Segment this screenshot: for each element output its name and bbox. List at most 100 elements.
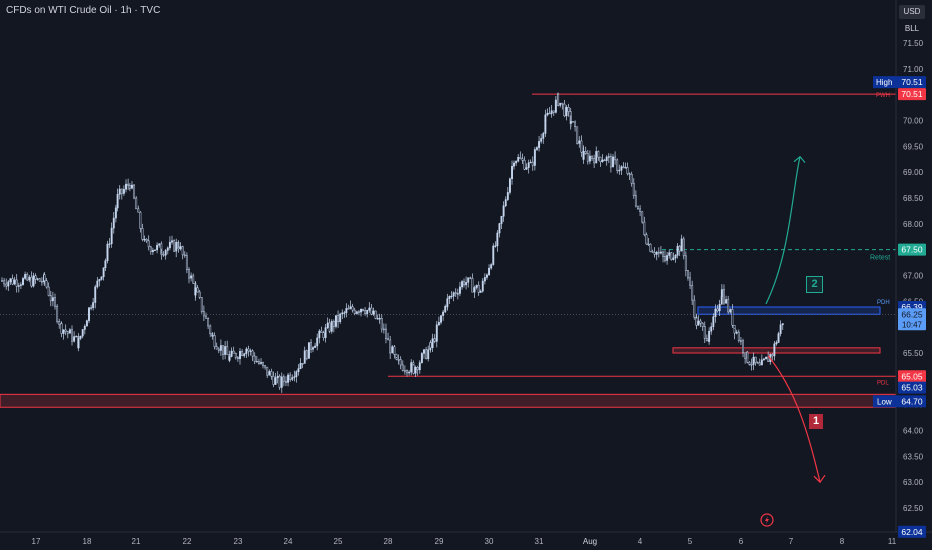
- candle-body: [486, 274, 488, 278]
- current-tag-bg: [898, 308, 926, 331]
- pdl-low-value: 65.03: [901, 383, 923, 393]
- candle-body: [525, 167, 528, 170]
- candle-body: [475, 284, 478, 288]
- candle-body: [339, 313, 342, 322]
- high-value: 70.51: [901, 77, 923, 87]
- currency-badge[interactable]: USD: [899, 5, 925, 19]
- candle-body: [760, 359, 763, 366]
- candle-body: [224, 346, 227, 355]
- unit-badge[interactable]: BLL: [904, 24, 920, 33]
- candle-body: [737, 331, 740, 342]
- candle-body: [299, 363, 302, 369]
- candle-body: [492, 245, 495, 265]
- candle-body: [712, 316, 715, 327]
- candle-body: [301, 363, 304, 365]
- candle-body: [270, 371, 273, 377]
- candle-body: [446, 298, 449, 307]
- candle-body: [699, 320, 702, 324]
- y-tick-label: 70.00: [903, 117, 924, 126]
- y-tick-label: 68.50: [903, 194, 924, 203]
- candle-body: [588, 155, 591, 162]
- candle-body: [767, 356, 770, 362]
- pdh-value: 66.39: [901, 302, 923, 312]
- candle-body: [81, 329, 84, 337]
- candle-body: [437, 322, 440, 326]
- candle-body: [720, 289, 723, 297]
- candle-body: [378, 318, 381, 320]
- candle-body: [550, 110, 553, 114]
- low-value: 64.70: [901, 396, 923, 406]
- candle-body: [185, 255, 188, 270]
- candle-body: [60, 323, 63, 334]
- candle-body: [143, 238, 146, 241]
- candle-body: [310, 342, 312, 350]
- countdown: 10:47: [902, 320, 923, 329]
- resistance-zone: [672, 347, 881, 354]
- candle-body: [190, 275, 193, 279]
- candle-body: [576, 126, 579, 144]
- candle-body: [779, 324, 782, 334]
- x-tick-label: 5: [688, 537, 693, 546]
- candle-body: [427, 349, 430, 360]
- candle-body: [500, 216, 503, 224]
- replay-icon[interactable]: [760, 513, 774, 527]
- candle-body: [431, 338, 434, 348]
- candle-body: [546, 112, 549, 116]
- candle-body: [131, 184, 133, 189]
- candle-body: [9, 278, 12, 283]
- candle-body: [297, 368, 300, 373]
- scenario-down-arrowhead: [813, 474, 826, 484]
- candle-body: [179, 246, 182, 250]
- candle-body: [149, 246, 152, 253]
- candle-body: [312, 347, 314, 350]
- candle-body: [645, 234, 648, 245]
- candle-body: [689, 277, 692, 286]
- pdl-label: PDL: [877, 380, 889, 386]
- candle-body: [205, 315, 207, 319]
- candle-body: [418, 362, 421, 371]
- candle-body: [746, 351, 749, 363]
- candle-body: [684, 255, 687, 271]
- candle-body: [217, 348, 220, 351]
- candle-body: [357, 311, 360, 313]
- candle-body: [154, 249, 156, 251]
- candle-body: [241, 351, 244, 356]
- x-tick-label: 29: [435, 537, 444, 546]
- candle-body: [691, 284, 694, 301]
- candle-body: [531, 161, 534, 166]
- candle-body: [496, 232, 499, 246]
- candle-body: [49, 295, 52, 302]
- candle-body: [282, 376, 285, 382]
- pdl-value: 65.05: [901, 371, 923, 381]
- candle-body: [674, 255, 677, 259]
- candle-body: [662, 251, 664, 257]
- candle-body: [714, 308, 717, 317]
- candle-body: [765, 356, 767, 360]
- candle-body: [164, 250, 167, 256]
- candle-body: [414, 367, 417, 374]
- candle-body: [137, 208, 140, 213]
- candle-body: [609, 156, 612, 168]
- candle-body: [727, 299, 730, 313]
- retest-value-bg: [898, 243, 926, 256]
- candle-body: [19, 284, 22, 286]
- candle-body: [578, 140, 581, 144]
- candle-body: [461, 281, 463, 288]
- y-tick-label: 69.50: [903, 142, 924, 151]
- scenario-down-arrow: [767, 355, 821, 483]
- candle-body: [372, 310, 375, 315]
- y-tick-label: 71.00: [903, 65, 924, 74]
- candle-body: [68, 329, 71, 334]
- candle-body: [582, 150, 585, 160]
- candle-body: [517, 157, 520, 162]
- candle-body: [135, 197, 138, 210]
- candle-body: [471, 278, 474, 293]
- candle-body: [293, 376, 296, 378]
- candle-body: [630, 173, 633, 184]
- y-tick-label: 71.50: [903, 39, 924, 48]
- candle-body: [519, 157, 522, 159]
- pdl-value-bg: [898, 370, 926, 383]
- candle-body: [440, 315, 442, 323]
- candle-body: [108, 243, 111, 245]
